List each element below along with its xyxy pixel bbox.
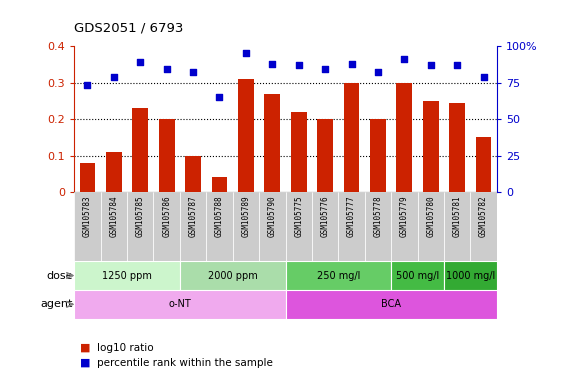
Bar <box>238 79 254 192</box>
Bar <box>444 192 471 261</box>
Text: GSM105778: GSM105778 <box>373 195 383 237</box>
Point <box>400 56 409 62</box>
Text: GSM105785: GSM105785 <box>136 195 145 237</box>
Bar <box>211 177 227 192</box>
Point <box>426 62 435 68</box>
Bar <box>370 119 386 192</box>
Point <box>109 74 118 80</box>
Bar <box>312 192 338 261</box>
Bar <box>106 152 122 192</box>
Point <box>294 62 303 68</box>
Bar <box>417 192 444 261</box>
Text: ■: ■ <box>80 343 90 353</box>
Point <box>373 69 383 75</box>
Text: GSM105783: GSM105783 <box>83 195 92 237</box>
Bar <box>317 119 333 192</box>
Bar <box>180 192 206 261</box>
Bar <box>391 192 417 261</box>
Text: 500 mg/l: 500 mg/l <box>396 270 439 281</box>
Bar <box>449 103 465 192</box>
Bar <box>396 83 412 192</box>
Bar <box>132 108 148 192</box>
Text: GSM105786: GSM105786 <box>162 195 171 237</box>
Text: GSM105787: GSM105787 <box>188 195 198 237</box>
Text: GSM105784: GSM105784 <box>109 195 118 237</box>
Text: GSM105775: GSM105775 <box>294 195 303 237</box>
Bar <box>154 192 180 261</box>
Text: dose: dose <box>46 270 73 281</box>
Text: 250 mg/l: 250 mg/l <box>317 270 360 281</box>
Point <box>268 61 277 67</box>
Text: GSM105777: GSM105777 <box>347 195 356 237</box>
Bar <box>264 93 280 192</box>
Bar <box>180 261 286 290</box>
Bar <box>344 83 359 192</box>
Text: GSM105782: GSM105782 <box>479 195 488 237</box>
Bar <box>185 156 201 192</box>
Bar <box>365 192 391 261</box>
Point <box>188 69 198 75</box>
Bar <box>444 261 497 290</box>
Point <box>242 50 251 56</box>
Text: GSM105789: GSM105789 <box>242 195 251 237</box>
Text: GSM105780: GSM105780 <box>426 195 435 237</box>
Bar <box>476 137 492 192</box>
Bar <box>338 192 365 261</box>
Bar <box>233 192 259 261</box>
Point <box>136 59 145 65</box>
Bar <box>79 163 95 192</box>
Bar <box>74 192 100 261</box>
Point <box>453 62 462 68</box>
Point <box>320 66 329 73</box>
Text: 2000 ppm: 2000 ppm <box>208 270 258 281</box>
Text: agent: agent <box>41 299 73 310</box>
Text: 1250 ppm: 1250 ppm <box>102 270 152 281</box>
Text: GSM105776: GSM105776 <box>320 195 329 237</box>
Text: ■: ■ <box>80 358 90 368</box>
Bar <box>100 192 127 261</box>
Point <box>347 61 356 67</box>
Point <box>83 83 92 89</box>
Text: GSM105790: GSM105790 <box>268 195 277 237</box>
Bar <box>423 101 439 192</box>
Bar <box>74 261 180 290</box>
Bar <box>74 290 286 319</box>
Bar <box>127 192 154 261</box>
Text: GSM105788: GSM105788 <box>215 195 224 237</box>
Text: log10 ratio: log10 ratio <box>97 343 154 353</box>
Bar <box>286 290 497 319</box>
Bar <box>206 192 233 261</box>
Text: o-NT: o-NT <box>168 299 191 310</box>
Text: BCA: BCA <box>381 299 401 310</box>
Point <box>162 66 171 73</box>
Bar <box>259 192 286 261</box>
Point <box>479 74 488 80</box>
Bar <box>159 119 175 192</box>
Point <box>215 94 224 100</box>
Text: GSM105779: GSM105779 <box>400 195 409 237</box>
Bar <box>286 261 391 290</box>
Bar <box>286 192 312 261</box>
Bar <box>471 192 497 261</box>
Text: percentile rank within the sample: percentile rank within the sample <box>97 358 273 368</box>
Text: 1000 mg/l: 1000 mg/l <box>446 270 495 281</box>
Text: GSM105781: GSM105781 <box>453 195 462 237</box>
Bar <box>391 261 444 290</box>
Bar <box>291 112 307 192</box>
Text: GDS2051 / 6793: GDS2051 / 6793 <box>74 22 184 35</box>
